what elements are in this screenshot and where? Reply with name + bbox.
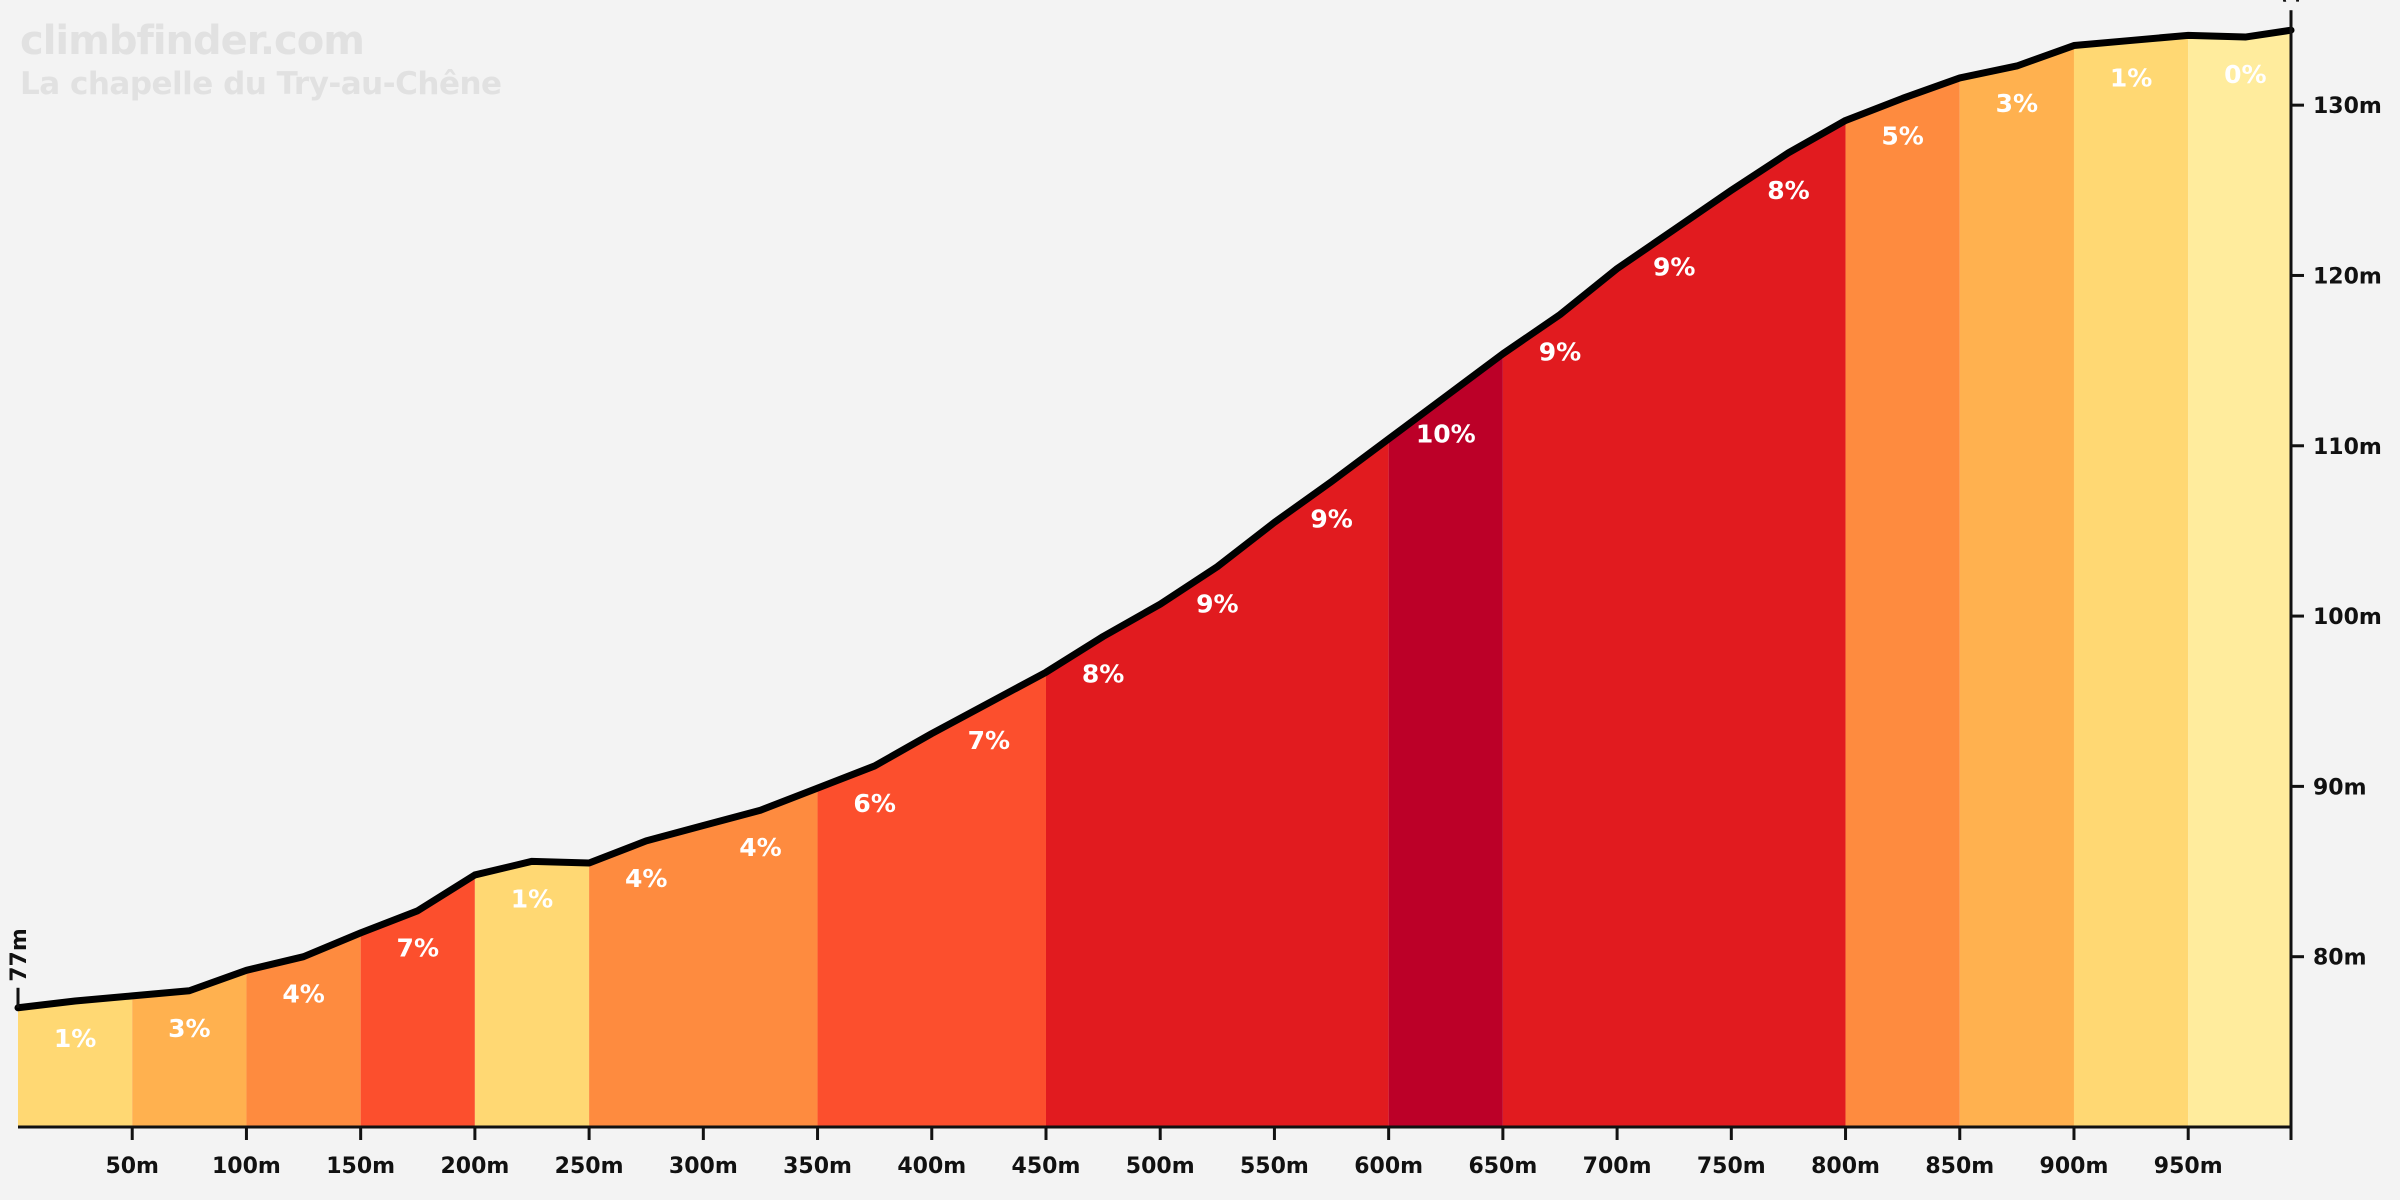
x-tick-label: 150m xyxy=(326,1154,395,1179)
x-tick-label: 400m xyxy=(897,1154,966,1179)
x-tick-label: 950m xyxy=(2154,1154,2223,1179)
gradient-segment xyxy=(474,861,590,1127)
gradient-segment xyxy=(589,788,818,1127)
y-tick-label: 80m xyxy=(2313,946,2367,971)
y-tick-label: 90m xyxy=(2313,775,2367,800)
gradient-label: 3% xyxy=(1996,89,2038,118)
x-tick-label: 700m xyxy=(1583,1154,1652,1179)
gradient-label: 1% xyxy=(2110,63,2152,92)
gradient-segment xyxy=(817,672,1046,1127)
gradient-segment xyxy=(1845,77,1960,1127)
gradient-label: 4% xyxy=(739,833,781,862)
gradient-label: 9% xyxy=(1196,590,1238,619)
gradient-segment xyxy=(360,874,475,1127)
gradient-segment xyxy=(246,932,361,1127)
x-tick-label: 500m xyxy=(1126,1154,1195,1179)
gradient-label: 5% xyxy=(1881,121,1923,150)
x-tick-label: 850m xyxy=(1925,1154,1994,1179)
gradient-label: 10% xyxy=(1416,419,1476,448)
gradient-segment xyxy=(1502,120,1846,1127)
gradient-label: 4% xyxy=(282,980,324,1009)
gradient-label: 1% xyxy=(511,884,553,913)
gradient-segment xyxy=(1388,353,1503,1127)
x-tick-label: 600m xyxy=(1354,1154,1423,1179)
start-elevation-label: 77m xyxy=(7,928,32,982)
gradient-segment xyxy=(1959,45,2074,1128)
gradient-label: 4% xyxy=(625,864,667,893)
x-tick-label: 800m xyxy=(1811,1154,1880,1179)
gradient-segment xyxy=(18,995,133,1127)
gradient-label: 0% xyxy=(2224,60,2266,89)
y-tick-label: 120m xyxy=(2313,264,2382,289)
gradient-label: 3% xyxy=(168,1014,210,1043)
end-elevation-label: 134m xyxy=(2280,0,2305,4)
gradient-label: 8% xyxy=(1082,660,1124,689)
gradient-label: 8% xyxy=(1767,176,1809,205)
gradient-label: 9% xyxy=(1653,252,1695,281)
brand-watermark: climbfinder.com xyxy=(20,18,365,64)
gradient-label: 7% xyxy=(397,934,439,963)
x-tick-label: 300m xyxy=(669,1154,738,1179)
gradient-label: 9% xyxy=(1539,338,1581,367)
gradient-label: 9% xyxy=(1310,505,1352,534)
x-tick-label: 750m xyxy=(1697,1154,1766,1179)
gradient-label: 6% xyxy=(853,789,895,818)
gradient-label: 1% xyxy=(54,1024,96,1053)
gradient-label: 7% xyxy=(968,726,1010,755)
profile-line xyxy=(14,26,2295,1012)
x-tick-label: 350m xyxy=(783,1154,852,1179)
y-tick-label: 130m xyxy=(2313,94,2382,119)
x-tick-label: 650m xyxy=(1468,1154,1537,1179)
x-tick-label: 900m xyxy=(2040,1154,2109,1179)
y-tick-label: 110m xyxy=(2313,435,2382,460)
gradient-segment xyxy=(2188,30,2291,1127)
gradient-segment xyxy=(132,970,247,1127)
gradient-segment xyxy=(2073,35,2189,1128)
x-tick-label: 50m xyxy=(105,1154,159,1179)
x-tick-label: 250m xyxy=(555,1154,624,1179)
x-tick-label: 450m xyxy=(1012,1154,1081,1179)
x-tick-label: 200m xyxy=(440,1154,509,1179)
x-tick-label: 550m xyxy=(1240,1154,1309,1179)
x-tick-label: 100m xyxy=(212,1154,281,1179)
climb-title: La chapelle du Try-au-Chêne xyxy=(20,66,502,102)
gradient-segment xyxy=(1045,438,1389,1127)
y-tick-label: 100m xyxy=(2313,605,2382,630)
